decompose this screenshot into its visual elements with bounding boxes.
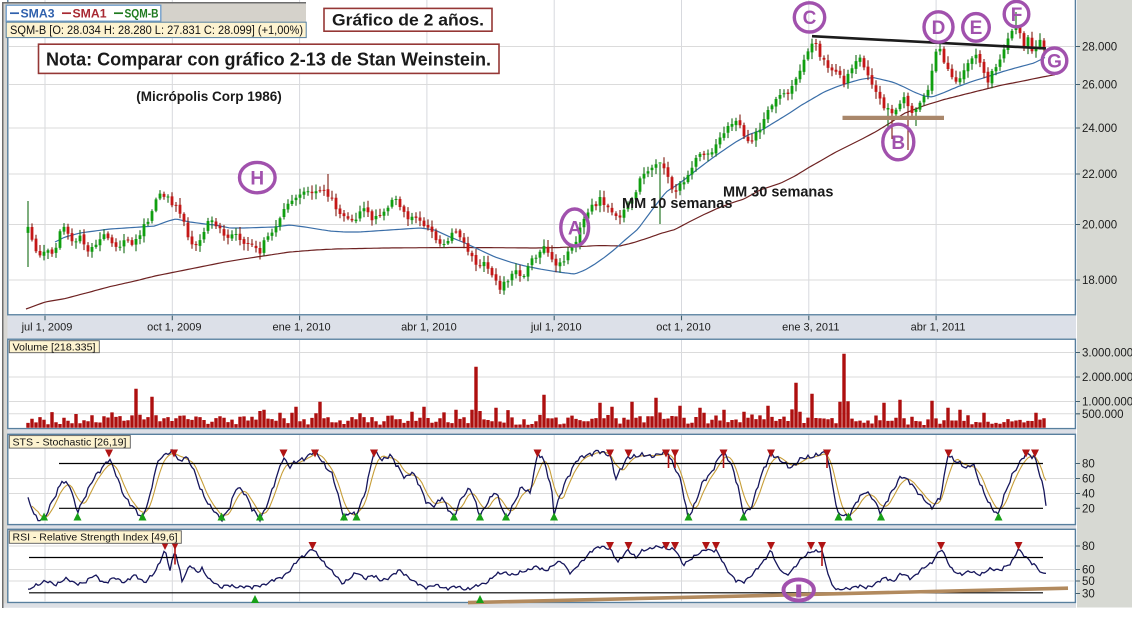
svg-text:18.000: 18.000 <box>1082 275 1117 287</box>
svg-text:20.000: 20.000 <box>1082 220 1117 232</box>
svg-text:oct 1, 2010: oct 1, 2010 <box>656 322 710 334</box>
svg-text:B: B <box>891 133 905 154</box>
svg-text:SMA3: SMA3 <box>21 8 55 20</box>
svg-text:abr 1, 2011: abr 1, 2011 <box>911 322 966 334</box>
svg-text:jul 1, 2009: jul 1, 2009 <box>21 322 73 334</box>
svg-text:24.000: 24.000 <box>1082 123 1117 135</box>
svg-text:28.000: 28.000 <box>1082 42 1117 54</box>
svg-text:ene 3, 2011: ene 3, 2011 <box>782 322 839 334</box>
svg-text:Nota: Comparar con gráfico 2-1: Nota: Comparar con gráfico 2-13 de Stan … <box>46 50 491 70</box>
svg-text:26.000: 26.000 <box>1082 80 1117 92</box>
svg-text:G: G <box>1047 52 1062 73</box>
svg-text:H: H <box>250 168 264 189</box>
svg-text:80: 80 <box>1082 541 1095 553</box>
svg-text:Volume [218.335]: Volume [218.335] <box>13 341 96 353</box>
svg-text:STS - Stochastic [26,19]: STS - Stochastic [26,19] <box>13 436 127 448</box>
svg-text:F: F <box>1011 5 1023 26</box>
svg-text:60: 60 <box>1082 565 1095 577</box>
svg-text:MM 30 semanas: MM 30 semanas <box>723 185 833 201</box>
svg-text:A: A <box>568 218 582 239</box>
svg-text:RSI - Relative Strength Index: RSI - Relative Strength Index [49,6] <box>13 532 178 544</box>
svg-text:80: 80 <box>1082 459 1095 471</box>
svg-text:60: 60 <box>1082 474 1095 486</box>
svg-text:40: 40 <box>1082 489 1095 501</box>
svg-text:50: 50 <box>1082 576 1095 588</box>
svg-text:SQM-B: SQM-B <box>125 8 159 20</box>
svg-text:(Micrópolis Corp 1986): (Micrópolis Corp 1986) <box>136 89 282 104</box>
svg-text:22.000: 22.000 <box>1082 169 1117 181</box>
svg-text:C: C <box>803 8 817 29</box>
svg-text:abr 1, 2010: abr 1, 2010 <box>401 322 457 334</box>
svg-text:oct 1, 2009: oct 1, 2009 <box>147 322 201 334</box>
svg-text:E: E <box>970 18 983 39</box>
svg-text:jul 1, 2010: jul 1, 2010 <box>530 322 582 334</box>
svg-text:SQM-B [O: 28.034 H: 28.280 L: SQM-B [O: 28.034 H: 28.280 L: 27.831 C: … <box>10 25 303 37</box>
svg-text:D: D <box>932 18 946 39</box>
svg-text:SMA1: SMA1 <box>73 8 108 20</box>
svg-text:Gráfico de 2 años.: Gráfico de 2 años. <box>332 12 484 30</box>
svg-text:20: 20 <box>1082 503 1095 515</box>
svg-text:1.000.000: 1.000.000 <box>1082 397 1132 409</box>
svg-text:500.000: 500.000 <box>1082 409 1124 421</box>
svg-text:3.000.000: 3.000.000 <box>1082 348 1132 360</box>
svg-text:MM 10 semanas: MM 10 semanas <box>622 196 732 212</box>
svg-text:30: 30 <box>1082 589 1095 601</box>
svg-text:2.000.000: 2.000.000 <box>1082 372 1132 384</box>
svg-text:ene 1, 2010: ene 1, 2010 <box>273 322 331 334</box>
